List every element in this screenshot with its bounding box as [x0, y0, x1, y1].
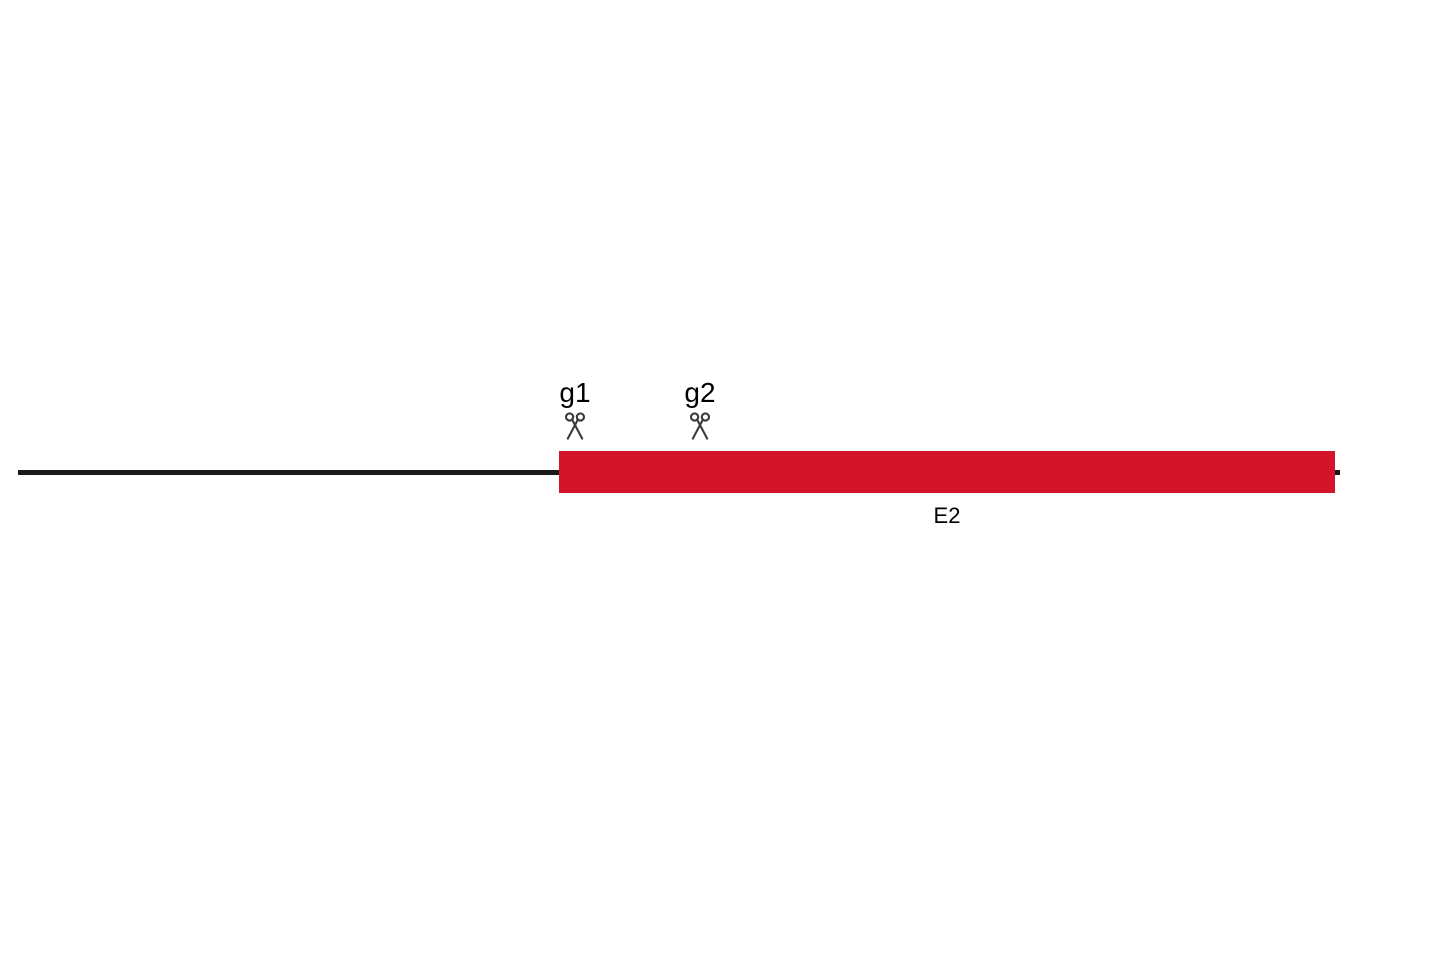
exon-e2-label: E2 — [934, 503, 961, 529]
guide-g2-label: g2 — [684, 377, 715, 409]
scissors-icon — [688, 411, 718, 441]
gene-diagram: E2 g1 g2 — [0, 0, 1440, 960]
guide-g1-label: g1 — [559, 377, 590, 409]
scissors-icon — [563, 411, 593, 441]
exon-e2 — [559, 451, 1335, 493]
gene-axis-tail — [1335, 470, 1340, 475]
